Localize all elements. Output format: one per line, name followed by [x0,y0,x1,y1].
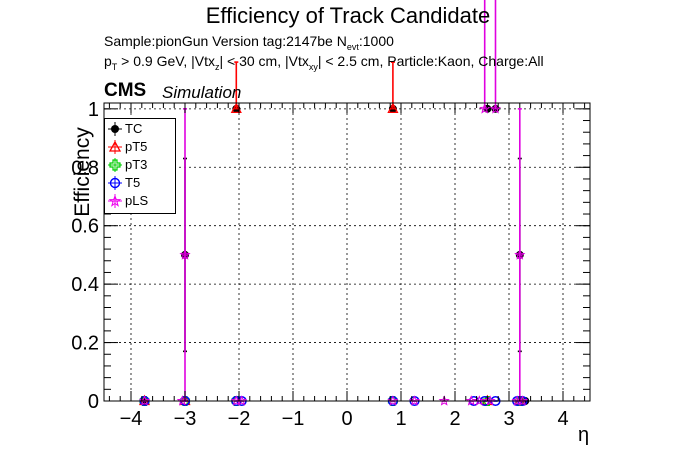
subtitle-nevt-value: :1000 [358,33,394,49]
data-point-pls [479,102,491,114]
legend-marker-pls [108,194,122,208]
data-point-pls [484,395,496,406]
data-point-pls [489,102,502,114]
series-pt5 [138,61,526,406]
data-point-pls [473,395,485,406]
legend: TC pT5 pT3 T5 pLS [104,118,176,214]
axis-ticks: −4 −3 −2 −1 0 1 2 3 4 0 0.2 0.4 0.6 0.8 1 [71,99,590,430]
data-point-pls [516,395,529,406]
chart-title: Efficiency of Track Candidate [205,3,491,28]
data-point-pls [236,395,248,406]
y-tick-label: 1 [88,99,99,121]
cms-label: CMS [104,80,147,101]
x-tick-label: 2 [449,408,460,430]
legend-marker-pt3 [108,158,122,172]
data-point-pls [179,249,191,260]
y-tick-label: 0 [88,391,99,413]
chart-subtitle-cuts: pT > 0.9 GeV, |Vtxz| < 30 cm, |Vtxxy| < … [104,53,544,72]
data-point-pls [387,395,399,406]
legend-item-pt3: pT3 [107,157,173,173]
subtitle-cuts-p: p [104,53,112,69]
legend-label-tc: TC [125,121,143,136]
series-tc [140,104,530,405]
y-tick-label: 0.6 [71,216,99,238]
legend-marker-tc [108,122,122,136]
subtitle-cuts-part1: > 0.9 GeV, |Vtx [117,53,215,69]
subtitle-cuts-part3: | < 2.5 cm, Particle:Kaon, Charge:All [317,53,544,69]
legend-label-pt5: pT5 [125,139,148,154]
x-tick-label: −1 [282,408,305,430]
y-tick-label: 0.2 [71,333,99,355]
simulation-label: Simulation [162,83,242,102]
data-point-pls [438,395,450,406]
x-axis-label: η [578,424,590,446]
y-axis-label: Efficiency [70,127,94,217]
x-tick-label: −2 [228,408,251,430]
subtitle-cuts-sub-z: z [214,61,220,72]
data-point-pt5 [387,102,399,113]
subtitle-nevt-sub: evt [346,41,359,52]
x-tick-label: −3 [174,408,197,430]
data-point-pls [514,249,526,260]
x-tick-label: 3 [503,408,514,430]
x-tick-label: 0 [341,408,352,430]
legend-label-t5: T5 [125,175,141,190]
legend-item-pt5: pT5 [107,139,173,155]
legend-item-pls: pLS [107,193,173,209]
legend-label-pls: pLS [125,193,149,208]
subtitle-sample-text: Sample:pionGun Version tag:2147be N [104,33,347,49]
legend-item-t5: T5 [107,175,173,191]
x-tick-label: 1 [395,408,406,430]
legend-marker-pt5 [108,140,122,154]
subtitle-cuts-sub-t: T [111,61,118,72]
x-tick-label: 4 [557,408,568,430]
x-tick-label: −4 [120,408,143,430]
data-point-pls [408,395,421,406]
legend-marker-t5 [108,176,122,190]
y-tick-label: 0.8 [71,157,99,179]
subtitle-cuts-part2: | < 30 cm, |Vtx [219,53,309,69]
subtitle-cuts-sub-xy: xy [308,61,318,72]
y-tick-label: 0.4 [71,274,99,296]
legend-item-tc: TC [107,121,173,137]
legend-label-pt3: pT3 [125,157,148,172]
data-point-pls [138,395,151,406]
chart-subtitle-sample: Sample:pionGun Version tag:2147be Nevt:1… [104,33,394,52]
